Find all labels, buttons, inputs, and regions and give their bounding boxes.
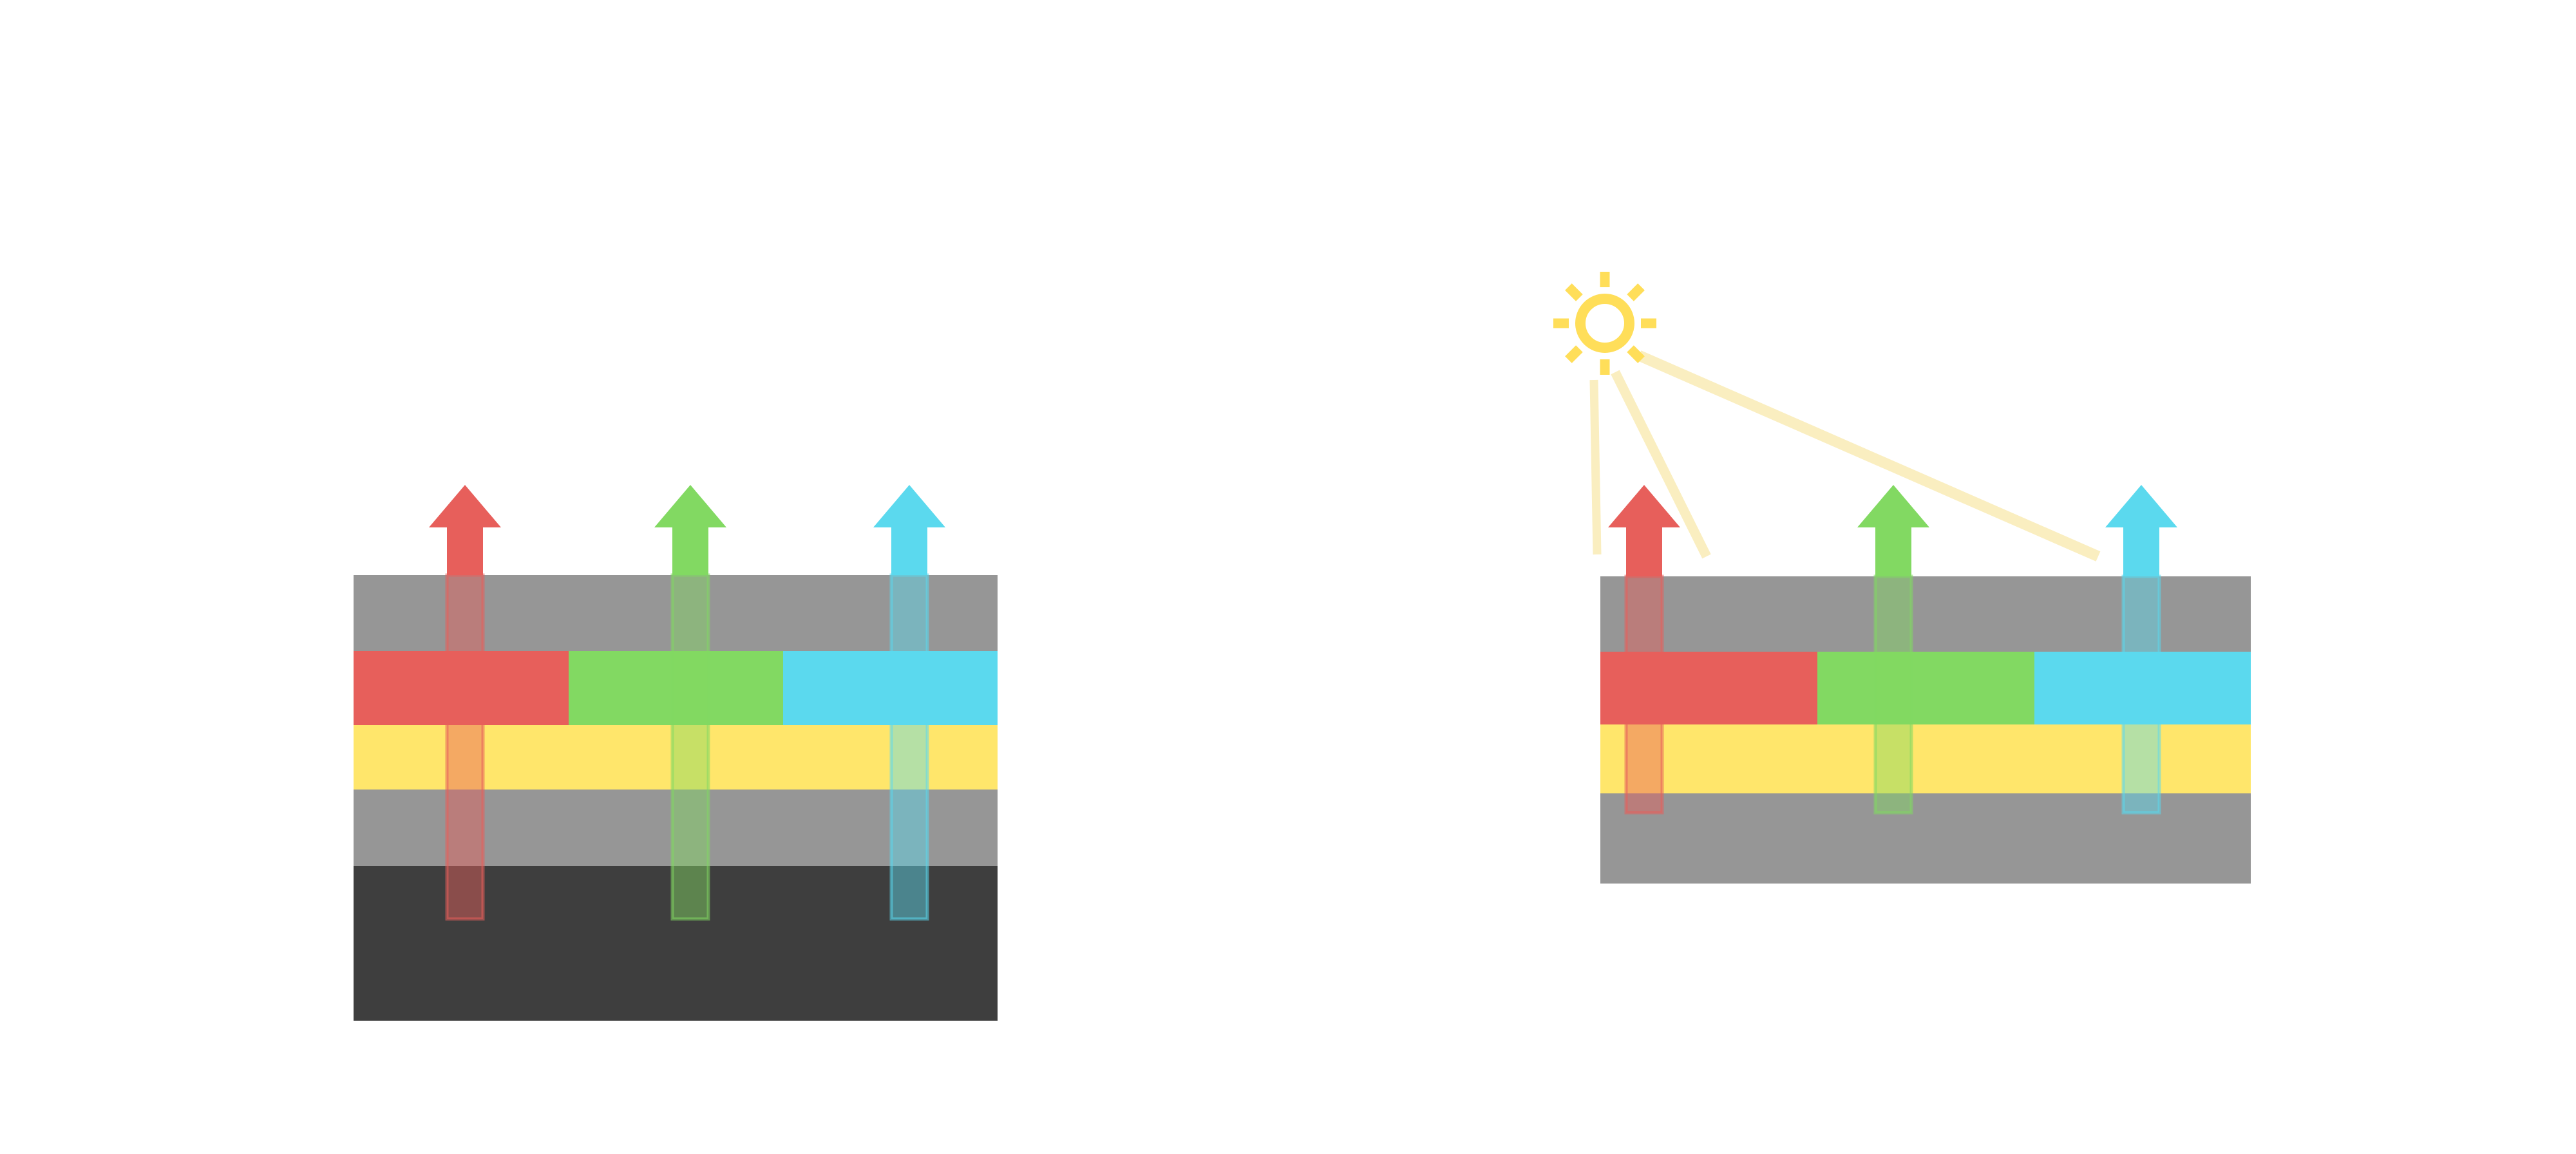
top-gray-layer bbox=[1600, 576, 2251, 652]
yellow-layer bbox=[1600, 724, 2251, 793]
red-emission-arrow-embedded-shaft bbox=[1624, 574, 1664, 815]
green-filter-band bbox=[569, 651, 783, 725]
sun-ray-6 bbox=[1565, 345, 1583, 363]
green-emission-arrow[interactable] bbox=[654, 485, 726, 921]
red-emission-arrow-solid-head bbox=[1608, 485, 1680, 576]
bottom-gray-layer bbox=[1600, 793, 2251, 884]
emission-arrows-group bbox=[429, 485, 2177, 921]
cyan-emission-arrow-solid-head bbox=[2105, 485, 2177, 576]
sun-ring bbox=[1575, 294, 1634, 353]
light-ray-3 bbox=[1636, 350, 2101, 562]
illuminated-stack-stack bbox=[1600, 576, 2251, 884]
green-emission-arrow-embedded-shaft bbox=[1873, 574, 1913, 815]
red-emission-arrow[interactable] bbox=[1608, 485, 1680, 815]
cyan-emission-arrow[interactable] bbox=[2105, 485, 2177, 815]
sun-group bbox=[1553, 272, 1656, 375]
color-filter-layer bbox=[1600, 652, 2251, 724]
green-emission-arrow[interactable] bbox=[1857, 485, 1929, 815]
cyan-emission-arrow-embedded-shaft bbox=[2121, 574, 2161, 815]
cyan-emission-arrow[interactable] bbox=[873, 485, 945, 921]
red-filter-band bbox=[354, 651, 569, 725]
red-emission-arrow-solid-head bbox=[429, 485, 501, 575]
green-emission-arrow-embedded-shaft bbox=[670, 573, 710, 921]
red-emission-arrow[interactable] bbox=[429, 485, 501, 921]
red-emission-arrow-embedded-shaft bbox=[445, 573, 485, 921]
cyan-emission-arrow-solid-head bbox=[873, 485, 945, 575]
sun-ray-4 bbox=[1627, 345, 1645, 363]
cyan-filter-band bbox=[2034, 652, 2251, 724]
sun-ray-2 bbox=[1627, 283, 1645, 301]
green-emission-arrow-solid-head bbox=[654, 485, 726, 575]
light-rays-group bbox=[1589, 350, 2101, 562]
green-emission-arrow-solid-head bbox=[1857, 485, 1929, 576]
red-filter-band bbox=[1600, 652, 1817, 724]
light-ray-2 bbox=[1611, 370, 1711, 559]
cyan-emission-arrow-embedded-shaft bbox=[889, 573, 929, 921]
sun-ray-8 bbox=[1565, 283, 1583, 301]
green-filter-band bbox=[1817, 652, 2034, 724]
sun-icon bbox=[1553, 272, 1656, 375]
light-ray-1 bbox=[1589, 379, 1602, 555]
